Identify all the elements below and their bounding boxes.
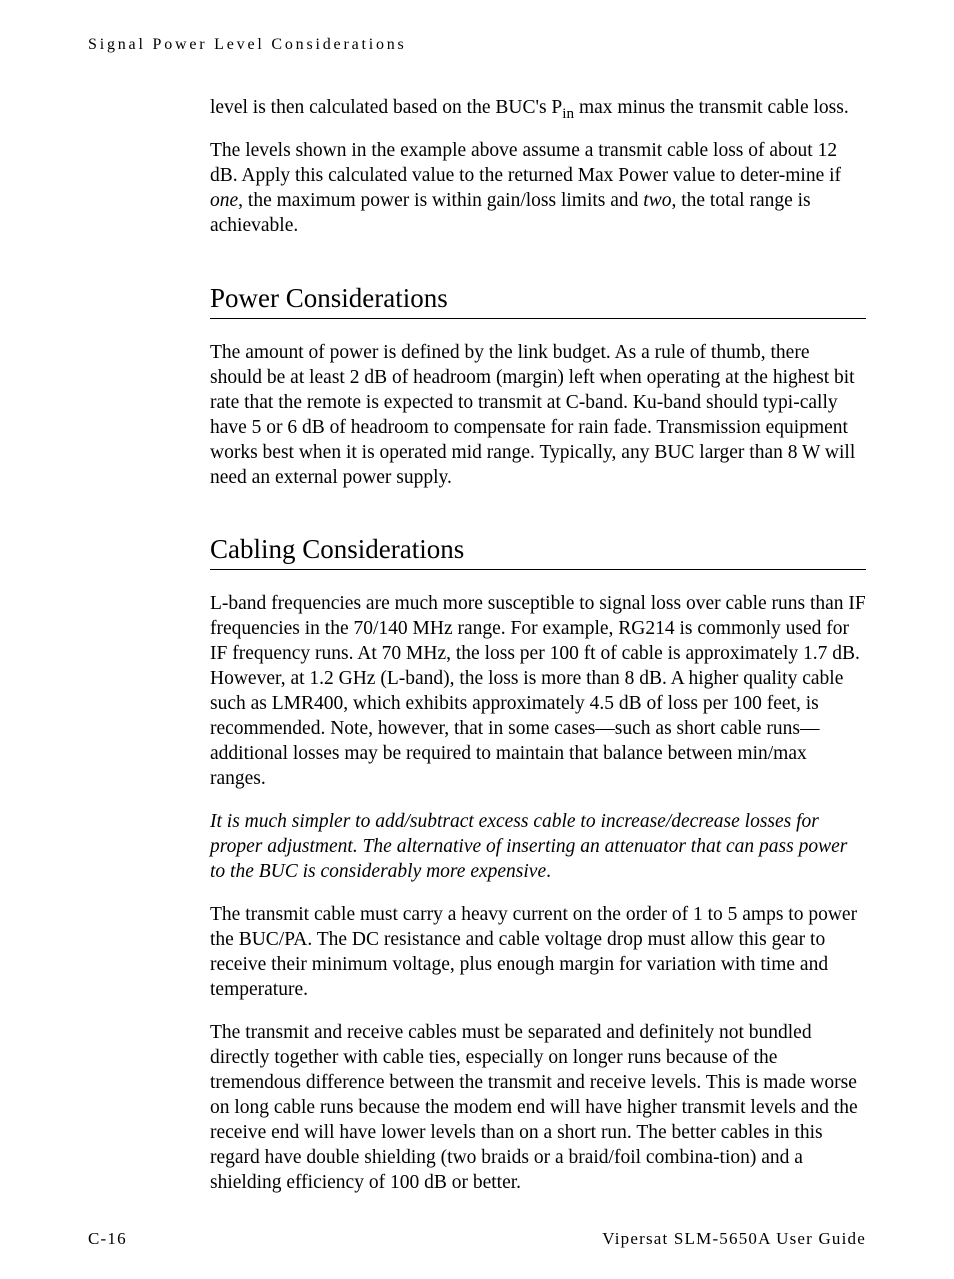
paragraph: L-band frequencies are much more suscept… (210, 592, 866, 792)
text: . (546, 861, 551, 882)
section-title-cabling: Cabling Considerations (210, 534, 866, 570)
text: level is then calculated based on the BU… (210, 97, 562, 118)
paragraph: It is much simpler to add/subtract exces… (210, 810, 866, 885)
section-cabling-body: L-band frequencies are much more suscept… (210, 592, 866, 1195)
page-number: C-16 (88, 1229, 127, 1249)
paragraph: The levels shown in the example above as… (210, 139, 866, 239)
doc-title: Vipersat SLM-5650A User Guide (602, 1229, 866, 1249)
section-title-power: Power Considerations (210, 283, 866, 319)
page-footer: C-16 Vipersat SLM-5650A User Guide (88, 1229, 866, 1249)
emphasis: two (643, 190, 671, 211)
intro-block: level is then calculated based on the BU… (210, 96, 866, 239)
paragraph: The amount of power is defined by the li… (210, 341, 866, 491)
paragraph: The transmit and receive cables must be … (210, 1021, 866, 1196)
paragraph: The transmit cable must carry a heavy cu… (210, 903, 866, 1003)
emphasis: one (210, 190, 238, 211)
subscript: in (562, 105, 574, 122)
text: The levels shown in the example above as… (210, 140, 841, 186)
section-power-body: The amount of power is defined by the li… (210, 341, 866, 491)
page: Signal Power Level Considerations level … (0, 0, 954, 1279)
running-head: Signal Power Level Considerations (88, 36, 866, 54)
text: max minus the transmit cable loss. (574, 97, 849, 118)
paragraph: level is then calculated based on the BU… (210, 96, 866, 121)
emphasis: It is much simpler to add/subtract exces… (210, 811, 847, 882)
text: , the maximum power is within gain/loss … (238, 190, 643, 211)
